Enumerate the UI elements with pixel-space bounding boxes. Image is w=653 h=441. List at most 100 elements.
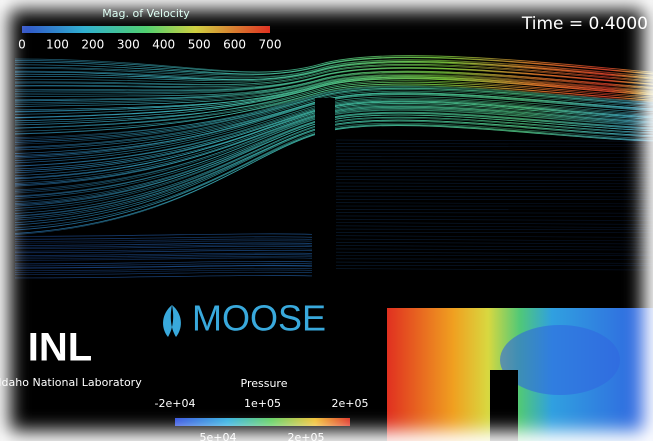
streamline [14, 71, 653, 102]
streamline [14, 240, 313, 244]
streamline [335, 242, 653, 245]
velocity-legend-title: Mag. of Velocity [102, 7, 190, 20]
streamline [14, 57, 653, 75]
streamline [14, 264, 313, 269]
streamline [335, 235, 653, 238]
streamline [335, 238, 653, 242]
velocity-tick-label: 0 [18, 38, 26, 52]
streamline [14, 76, 653, 115]
streamline [14, 88, 653, 145]
streamline [335, 258, 653, 260]
streamline [335, 166, 653, 168]
velocity-tick-label: 400 [152, 38, 175, 52]
streamline [335, 261, 653, 264]
moose-logo: MOOSE [192, 298, 326, 339]
streamline [14, 244, 313, 248]
streamline [335, 212, 653, 214]
streamline [14, 77, 653, 118]
streamline [335, 225, 653, 228]
velocity-tick-label: 100 [46, 38, 69, 52]
streamline [14, 73, 653, 105]
streamline [14, 64, 653, 86]
streamline [14, 262, 313, 267]
streamline [335, 251, 653, 255]
streamline [14, 61, 653, 82]
inl-name: Idaho National Laboratory [0, 376, 142, 389]
streamline [14, 85, 653, 140]
streamline [14, 89, 653, 148]
streamline [14, 60, 653, 81]
streamline [335, 156, 653, 158]
streamline [14, 236, 313, 240]
streamline [14, 75, 653, 113]
streamline [335, 215, 653, 218]
obstacle [315, 98, 335, 288]
pressure-tick-label: 2e+05 [332, 397, 369, 410]
streamline [14, 68, 653, 96]
streamline [335, 245, 653, 248]
pressure-low-region [500, 325, 620, 395]
streamline [14, 265, 313, 269]
velocity-tick-label: 500 [188, 38, 211, 52]
streamline [14, 59, 653, 78]
streamline [335, 159, 653, 161]
streamline [335, 179, 653, 182]
inset-obstacle [490, 370, 518, 441]
streamline [335, 268, 653, 271]
streamline [14, 238, 313, 242]
streamline [14, 65, 653, 88]
inl-logo: INL [28, 326, 92, 370]
streamline [335, 218, 653, 221]
pressure-legend-title: Pressure [241, 377, 288, 390]
time-label: Time = 0.4000 [521, 14, 648, 34]
streamline [14, 257, 313, 261]
streamline [14, 242, 313, 246]
streamline [335, 143, 653, 145]
streamline [14, 83, 653, 135]
streamline [335, 202, 653, 205]
streamline [335, 222, 653, 225]
moose-icon [163, 305, 181, 337]
streamline [14, 78, 653, 122]
streamline [335, 149, 653, 152]
streamline [335, 192, 653, 195]
velocity-tick-label: 300 [117, 38, 140, 52]
streamline [14, 81, 653, 129]
streamline [14, 86, 653, 142]
streamline [14, 271, 313, 276]
streamline [14, 59, 653, 79]
velocity-colorbar [22, 26, 270, 33]
streamline [14, 80, 653, 126]
pressure-tick-label: -2e+04 [155, 397, 196, 410]
streamline [14, 245, 313, 250]
streamline [14, 70, 653, 101]
streamline [335, 139, 653, 142]
streamline [14, 254, 313, 258]
streamline [335, 169, 653, 172]
streamline [335, 248, 653, 251]
streamline [14, 62, 653, 83]
streamline [14, 57, 653, 76]
streamline [14, 269, 313, 273]
velocity-tick-label: 600 [223, 38, 246, 52]
streamline [335, 195, 653, 198]
pressure-minor-tick-label: 5e+04 [200, 431, 237, 441]
streamline [14, 260, 313, 265]
streamline [14, 252, 313, 256]
pressure-colorbar [175, 418, 350, 426]
streamline [14, 233, 313, 237]
streamline [14, 74, 653, 107]
streamline [335, 182, 653, 185]
velocity-tick-label: 200 [81, 38, 104, 52]
streamline [14, 267, 313, 272]
streamline [14, 67, 653, 94]
streamline [14, 72, 653, 104]
pressure-tick-label: 1e+05 [244, 397, 281, 410]
streamline [14, 55, 653, 73]
streamline [14, 248, 313, 252]
streamline [14, 275, 313, 279]
pressure-minor-tick-label: 2e+05 [288, 431, 325, 441]
streamline [14, 85, 653, 132]
